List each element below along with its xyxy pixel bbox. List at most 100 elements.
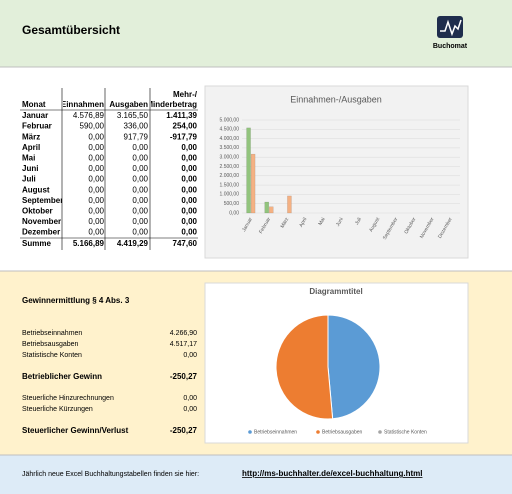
table-cell: Februar xyxy=(22,122,52,131)
y-tick-label: 3.500,00 xyxy=(220,145,240,151)
table-cell: 0,00 xyxy=(132,154,148,163)
table-cell: 0,00 xyxy=(181,164,197,173)
bar xyxy=(250,153,256,214)
table-cell: 0,00 xyxy=(88,228,104,237)
profit-label: Steuerlicher Gewinn/Verlust xyxy=(22,426,129,435)
footer-band xyxy=(0,455,512,494)
y-tick-label: 1.500,00 xyxy=(220,182,240,188)
header-band xyxy=(0,0,512,67)
bar xyxy=(287,195,292,214)
total-cell: Summe xyxy=(22,239,51,248)
profit-value: -250,27 xyxy=(170,372,198,381)
profit-label: Betriebsausgaben xyxy=(22,341,79,348)
table-cell: 0,00 xyxy=(132,228,148,237)
bar-chart-title: Einnahmen-/Ausgaben xyxy=(290,94,382,104)
table-cell: April xyxy=(22,143,40,152)
legend-swatch xyxy=(316,430,320,434)
profit-value: 0,00 xyxy=(183,395,197,402)
table-cell: 0,00 xyxy=(181,196,197,205)
table-cell: 0,00 xyxy=(88,196,104,205)
bar xyxy=(269,206,274,214)
y-tick-label: 2.500,00 xyxy=(220,164,240,170)
legend-label: Betriebsausgaben xyxy=(322,429,363,435)
x-tick-label: April xyxy=(298,217,308,229)
pie-chart-title: Diagrammtitel xyxy=(309,287,362,296)
page-title: Gesamtübersicht xyxy=(22,23,120,37)
table-cell: März xyxy=(22,132,40,141)
table-cell: 917,79 xyxy=(124,132,149,141)
table-cell: 0,00 xyxy=(132,196,148,205)
y-tick-label: 4.000,00 xyxy=(220,136,240,142)
column-header: Minderbetrag xyxy=(146,100,197,109)
profit-value: 0,00 xyxy=(183,406,197,413)
table-cell: 0,00 xyxy=(88,207,104,216)
profit-label: Betrieblicher Gewinn xyxy=(22,372,102,381)
y-tick-label: 3.000,00 xyxy=(220,155,240,161)
table-cell: August xyxy=(22,185,50,194)
x-tick-label: Mai xyxy=(317,217,326,227)
profit-label: Betriebseinnahmen xyxy=(22,330,82,337)
table-cell: -917,79 xyxy=(170,132,198,141)
column-header: Mehr-/ xyxy=(173,90,198,99)
table-cell: 0,00 xyxy=(181,154,197,163)
table-cell: 0,00 xyxy=(132,217,148,226)
table-cell: 0,00 xyxy=(132,207,148,216)
table-cell: 590,00 xyxy=(80,122,105,131)
table-cell: November xyxy=(22,217,61,226)
table-cell: September xyxy=(22,196,63,205)
table-cell: 0,00 xyxy=(181,185,197,194)
table-cell: Juli xyxy=(22,175,36,184)
y-tick-label: 0,00 xyxy=(229,210,239,216)
bar xyxy=(264,201,269,214)
table-cell: 0,00 xyxy=(181,217,197,226)
table-cell: 336,00 xyxy=(124,122,149,131)
table-cell: Juni xyxy=(22,164,38,173)
total-cell: 747,60 xyxy=(173,239,198,248)
table-cell: 0,00 xyxy=(88,185,104,194)
legend-swatch xyxy=(248,430,252,434)
table-cell: 0,00 xyxy=(88,132,104,141)
pie-slice xyxy=(275,314,334,420)
legend-label: Statistische Konten xyxy=(384,429,427,435)
table-cell: 0,00 xyxy=(88,143,104,152)
table-cell: Dezember xyxy=(22,228,60,237)
column-header: Ausgaben xyxy=(109,100,148,109)
table-cell: 0,00 xyxy=(181,143,197,152)
total-cell: 4.419,29 xyxy=(117,239,149,248)
table-cell: 4.576,89 xyxy=(73,111,105,120)
column-header: Monat xyxy=(22,100,46,109)
table-cell: 3.165,50 xyxy=(117,111,149,120)
x-tick-label: Juli xyxy=(354,217,363,227)
total-cell: 5.166,89 xyxy=(73,239,105,248)
table-cell: 0,00 xyxy=(132,164,148,173)
table-cell: 0,00 xyxy=(132,175,148,184)
y-tick-label: 4.500,00 xyxy=(220,127,240,133)
profit-label: Steuerliche Kürzungen xyxy=(22,406,93,413)
profit-value: -250,27 xyxy=(170,426,198,435)
table-cell: 0,00 xyxy=(88,217,104,226)
table-cell: 0,00 xyxy=(88,175,104,184)
profit-label: Statistische Konten xyxy=(22,352,82,359)
table-cell: Mai xyxy=(22,154,35,163)
table-cell: 254,00 xyxy=(173,122,198,131)
footer-link[interactable]: http://ms-buchhalter.de/excel-buchhaltun… xyxy=(242,469,422,478)
y-tick-label: 2.000,00 xyxy=(220,173,240,179)
profit-label: Steuerliche Hinzurechnungen xyxy=(22,395,114,402)
table-cell: 0,00 xyxy=(88,154,104,163)
x-tick-label: Juni xyxy=(335,217,345,228)
profit-value: 4.517,17 xyxy=(170,341,197,348)
profit-value: 4.266,90 xyxy=(170,330,197,337)
logo-line xyxy=(440,19,462,37)
pie-slice xyxy=(327,314,381,420)
logo-text: Buchomat xyxy=(433,43,468,50)
table-cell: 0,00 xyxy=(132,185,148,194)
y-tick-label: 1.000,00 xyxy=(220,192,240,198)
table-cell: 0,00 xyxy=(88,164,104,173)
footer-text: Jährlich neue Excel Buchhaltungstabellen… xyxy=(22,471,199,478)
column-header: Einnahmen xyxy=(61,100,104,109)
bar xyxy=(246,127,251,214)
table-cell: 1.411,39 xyxy=(166,111,197,120)
x-tick-label: März xyxy=(280,216,291,229)
table-cell: 0,00 xyxy=(181,228,197,237)
